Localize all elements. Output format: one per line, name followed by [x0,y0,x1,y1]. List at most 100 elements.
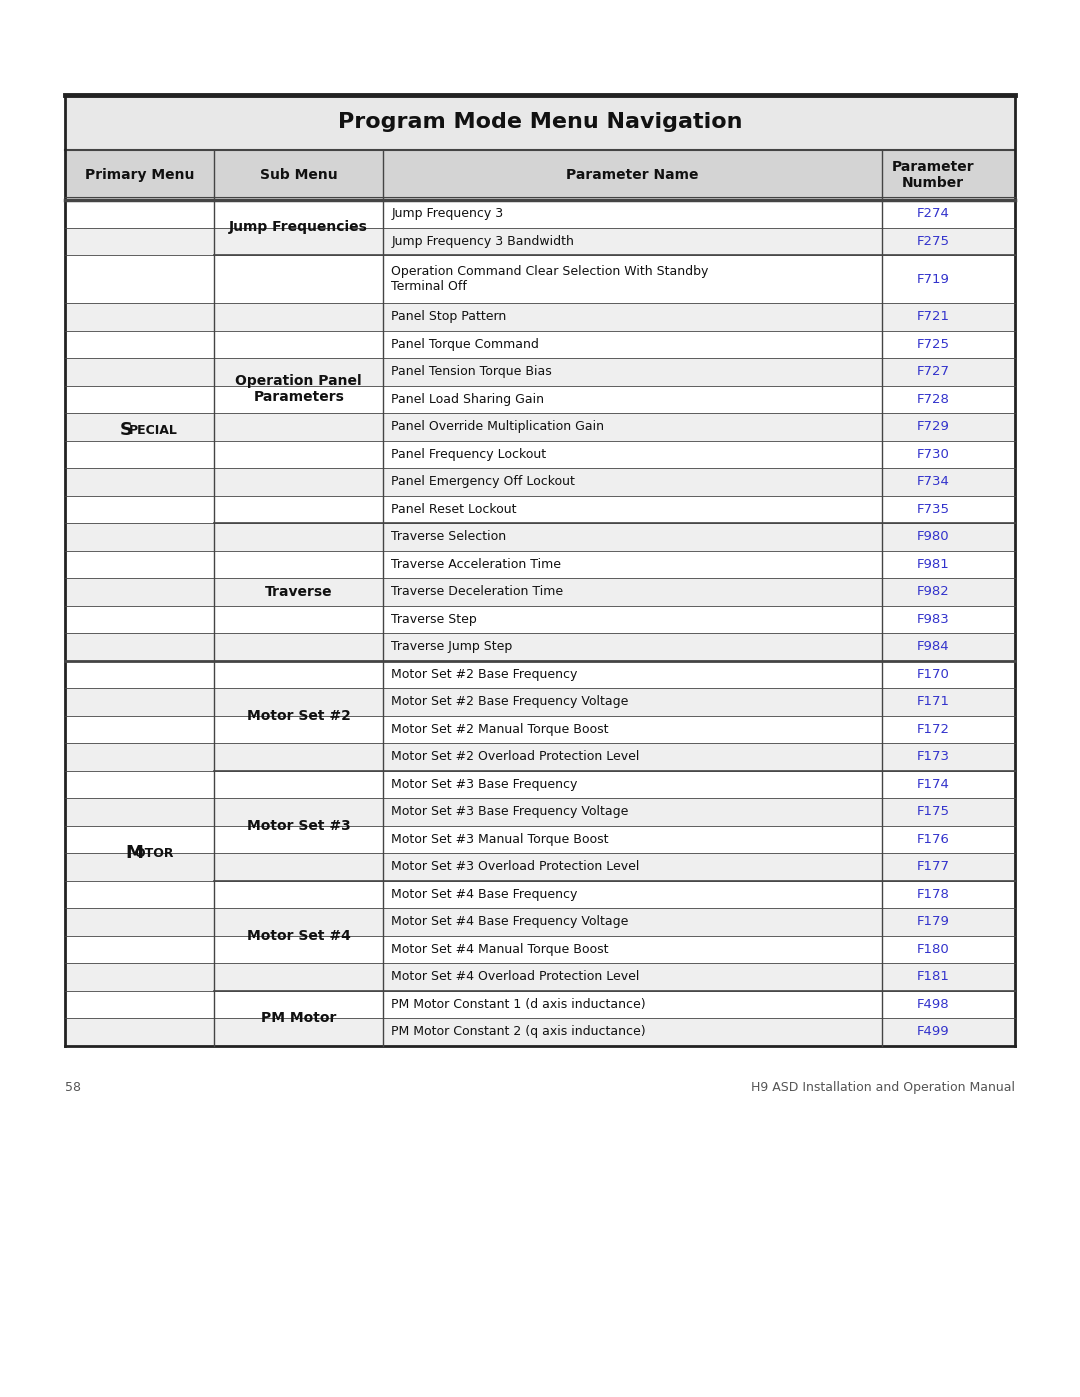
Bar [65,771,1015,798]
Bar [65,578,1015,606]
Text: F176: F176 [917,833,949,845]
Bar [65,95,1015,149]
Text: F728: F728 [917,393,949,407]
Text: Panel Stop Pattern: Panel Stop Pattern [391,310,507,323]
Text: F173: F173 [917,750,949,763]
Text: Motor Set #4: Motor Set #4 [246,929,351,943]
Bar [65,303,1015,331]
Bar [65,606,1015,633]
Bar [65,440,1015,468]
Bar [65,936,1015,963]
Text: Motor Set #3: Motor Set #3 [247,819,351,833]
Text: OTOR: OTOR [134,847,174,859]
Text: Motor Set #2 Overload Protection Level: Motor Set #2 Overload Protection Level [391,750,639,763]
Text: Panel Torque Command: Panel Torque Command [391,338,539,351]
Bar [65,414,1015,440]
Text: F175: F175 [917,806,949,819]
Text: F275: F275 [917,235,949,247]
Text: PM Motor: PM Motor [261,1011,336,1025]
Bar [65,200,1015,228]
Bar [65,798,1015,826]
Bar [65,854,1015,880]
Text: Motor Set #3 Overload Protection Level: Motor Set #3 Overload Protection Level [391,861,639,873]
Text: F727: F727 [917,366,949,379]
Bar [65,826,1015,854]
Text: Motor Set #3 Manual Torque Boost: Motor Set #3 Manual Torque Boost [391,833,609,845]
Text: F170: F170 [917,668,949,680]
Text: Operation Command Clear Selection With Standby
Terminal Off: Operation Command Clear Selection With S… [391,265,708,293]
Text: Motor Set #4 Manual Torque Boost: Motor Set #4 Manual Torque Boost [391,943,609,956]
Text: Panel Reset Lockout: Panel Reset Lockout [391,503,516,515]
Text: F734: F734 [917,475,949,489]
Text: F982: F982 [917,585,949,598]
Text: Traverse: Traverse [265,585,333,599]
Text: Panel Frequency Lockout: Panel Frequency Lockout [391,448,546,461]
Bar [65,715,1015,743]
Text: Motor Set #4 Base Frequency: Motor Set #4 Base Frequency [391,888,578,901]
Text: F180: F180 [917,943,949,956]
Text: Sub Menu: Sub Menu [260,168,338,182]
Text: Panel Tension Torque Bias: Panel Tension Torque Bias [391,366,552,379]
Text: F179: F179 [917,915,949,929]
Bar [65,880,1015,908]
Text: Panel Load Sharing Gain: Panel Load Sharing Gain [391,393,544,407]
Text: F721: F721 [917,310,949,323]
Text: F719: F719 [917,272,949,285]
Text: F735: F735 [917,503,949,515]
Text: 58: 58 [65,1081,81,1094]
Bar [65,522,1015,550]
Text: Motor Set #2 Manual Torque Boost: Motor Set #2 Manual Torque Boost [391,722,609,736]
Bar [65,550,1015,578]
Text: F178: F178 [917,888,949,901]
Text: Primary Menu: Primary Menu [85,168,194,182]
Bar [65,228,1015,256]
Bar [65,256,1015,303]
Bar [65,468,1015,496]
Text: Traverse Step: Traverse Step [391,613,477,626]
Text: F499: F499 [917,1025,949,1038]
Text: PM Motor Constant 1 (d axis inductance): PM Motor Constant 1 (d axis inductance) [391,997,646,1011]
Text: Traverse Jump Step: Traverse Jump Step [391,640,513,654]
Text: Jump Frequencies: Jump Frequencies [229,221,368,235]
Text: PM Motor Constant 2 (q axis inductance): PM Motor Constant 2 (q axis inductance) [391,1025,646,1038]
Text: Motor Set #4 Overload Protection Level: Motor Set #4 Overload Protection Level [391,971,639,983]
Bar [65,1018,1015,1045]
Text: Traverse Deceleration Time: Traverse Deceleration Time [391,585,564,598]
Text: F729: F729 [917,420,949,433]
Bar [65,661,1015,689]
Text: Panel Override Multiplication Gain: Panel Override Multiplication Gain [391,420,604,433]
Text: Parameter
Number: Parameter Number [892,159,974,190]
Text: Panel Emergency Off Lockout: Panel Emergency Off Lockout [391,475,576,489]
Text: Motor Set #2 Base Frequency Voltage: Motor Set #2 Base Frequency Voltage [391,696,629,708]
Text: F983: F983 [917,613,949,626]
Text: Jump Frequency 3 Bandwidth: Jump Frequency 3 Bandwidth [391,235,575,247]
Text: F171: F171 [917,696,949,708]
Text: Operation Panel
Parameters: Operation Panel Parameters [235,374,362,404]
Text: F177: F177 [917,861,949,873]
Bar [65,386,1015,414]
Bar [65,990,1015,1018]
Text: S: S [120,422,133,439]
Text: F725: F725 [917,338,949,351]
Bar [65,743,1015,771]
Text: Motor Set #2 Base Frequency: Motor Set #2 Base Frequency [391,668,578,680]
Text: F274: F274 [917,207,949,221]
Text: Motor Set #3 Base Frequency Voltage: Motor Set #3 Base Frequency Voltage [391,806,629,819]
Text: F980: F980 [917,531,949,543]
Text: F172: F172 [917,722,949,736]
Bar [65,633,1015,661]
Text: F174: F174 [917,778,949,791]
Text: Motor Set #2: Motor Set #2 [246,708,351,722]
Text: F498: F498 [917,997,949,1011]
Text: F984: F984 [917,640,949,654]
Text: F981: F981 [917,557,949,571]
Bar [65,963,1015,990]
Bar [65,689,1015,715]
Text: Motor Set #3 Base Frequency: Motor Set #3 Base Frequency [391,778,578,791]
Bar [65,149,1015,200]
Text: F730: F730 [917,448,949,461]
Text: M: M [125,844,143,862]
Bar [65,496,1015,522]
Text: Motor Set #4 Base Frequency Voltage: Motor Set #4 Base Frequency Voltage [391,915,629,929]
Text: Traverse Acceleration Time: Traverse Acceleration Time [391,557,562,571]
